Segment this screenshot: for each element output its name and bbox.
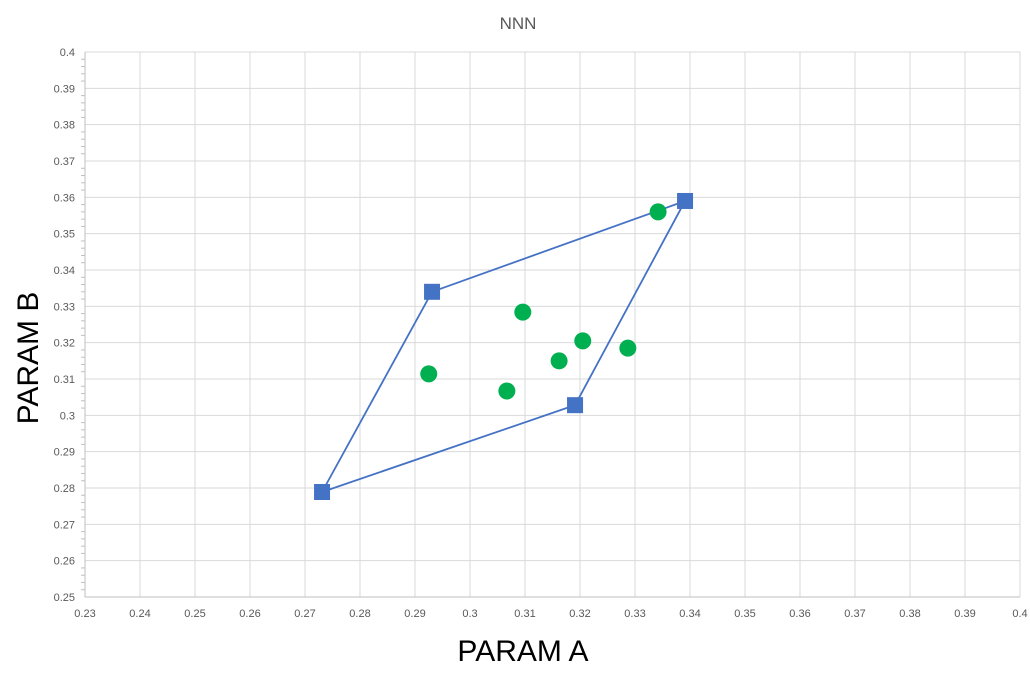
data-marks [314,192,694,500]
x-tick-label: 0.38 [899,608,920,620]
y-tick-label: 0.27 [54,519,75,531]
x-tick-label: 0.31 [514,608,535,620]
y-tick-label: 0.4 [60,47,75,59]
x-tick-label: 0.37 [844,608,865,620]
y-tick-label: 0.39 [54,83,75,95]
y-tick-label: 0.3 [60,410,75,422]
y-tick-label: 0.36 [54,192,75,204]
points-circle-marker [498,382,516,400]
points-circle-marker [420,365,438,383]
points-circle-marker [649,203,667,221]
y-tick-label: 0.26 [54,556,75,568]
y-tick-label: 0.31 [54,374,75,386]
boundary-square-marker [424,283,441,300]
y-tick-label: 0.32 [54,338,75,350]
gridlines [85,51,1021,597]
y-tick-label: 0.28 [54,483,75,495]
points-circle-marker [550,352,568,370]
points-circle-marker [574,332,592,350]
x-tick-label: 0.25 [184,608,205,620]
y-tick-label: 0.29 [54,447,75,459]
x-tick-label: 0.23 [74,608,95,620]
y-tick-label: 0.33 [54,301,75,313]
axes [81,52,1020,598]
x-tick-label: 0.24 [129,608,150,620]
x-axis-label: PARAM A [457,635,588,668]
boundary-square-marker [314,483,331,500]
x-tick-label: 0.4 [1012,608,1027,620]
tick-labels: 0.23 0.24 0.25 0.26 0.27 0.28 0.29 0.3 0.31 0.32 0… [54,47,1028,620]
y-tick-label: 0.38 [54,120,75,132]
x-tick-label: 0.39 [954,608,975,620]
x-tick-label: 0.33 [624,608,645,620]
y-tick-label: 0.25 [54,592,75,604]
points-circle-marker [619,339,637,357]
x-tick-label: 0.35 [734,608,755,620]
x-tick-label: 0.3 [462,608,477,620]
chart-title: NNN [500,14,537,33]
y-tick-label: 0.35 [54,229,75,241]
y-tick-label: 0.37 [54,156,75,168]
points-circle-marker [514,303,532,321]
boundary-square-marker [677,192,694,209]
x-tick-label: 0.27 [294,608,315,620]
x-tick-label: 0.36 [789,608,810,620]
x-tick-label: 0.32 [569,608,590,620]
x-tick-label: 0.29 [404,608,425,620]
y-axis-label: PARAM B [12,292,45,425]
x-tick-label: 0.28 [349,608,370,620]
x-tick-label: 0.34 [679,608,700,620]
boundary-square-marker [567,397,584,414]
x-tick-label: 0.26 [239,608,260,620]
y-tick-label: 0.34 [54,265,75,277]
